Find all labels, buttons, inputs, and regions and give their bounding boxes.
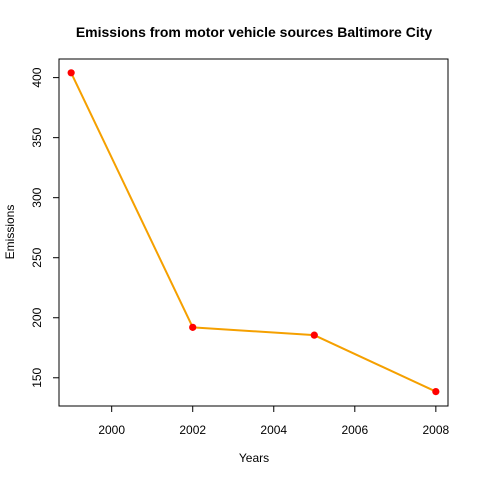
y-axis-label: Emissions (3, 205, 17, 260)
series-layer (67, 69, 440, 396)
plot-frame (58, 58, 449, 407)
data-point (432, 387, 440, 396)
y-axis: 150 200 250 300 350 400 (30, 67, 59, 388)
x-tick-label: 2008 (422, 423, 449, 437)
x-tick-label: 2006 (341, 423, 368, 437)
data-point (310, 331, 318, 339)
series-line (70, 72, 437, 393)
y-tick-label: 200 (30, 307, 44, 327)
x-axis: 2000 2002 2004 2006 2008 (98, 406, 450, 437)
x-axis-label: Years (239, 451, 269, 465)
y-tick-label: 250 (30, 247, 44, 267)
data-point (189, 323, 197, 331)
y-tick-label: 350 (30, 127, 44, 147)
chart-title: Emissions from motor vehicle sources Bal… (76, 24, 433, 40)
y-tick-label: 400 (30, 67, 44, 87)
x-tick-label: 2002 (179, 423, 206, 437)
x-tick-label: 2000 (98, 423, 125, 437)
data-point (67, 69, 75, 77)
y-tick-label: 300 (30, 187, 44, 207)
y-tick-label: 150 (30, 367, 44, 387)
x-tick-label: 2004 (260, 423, 287, 437)
